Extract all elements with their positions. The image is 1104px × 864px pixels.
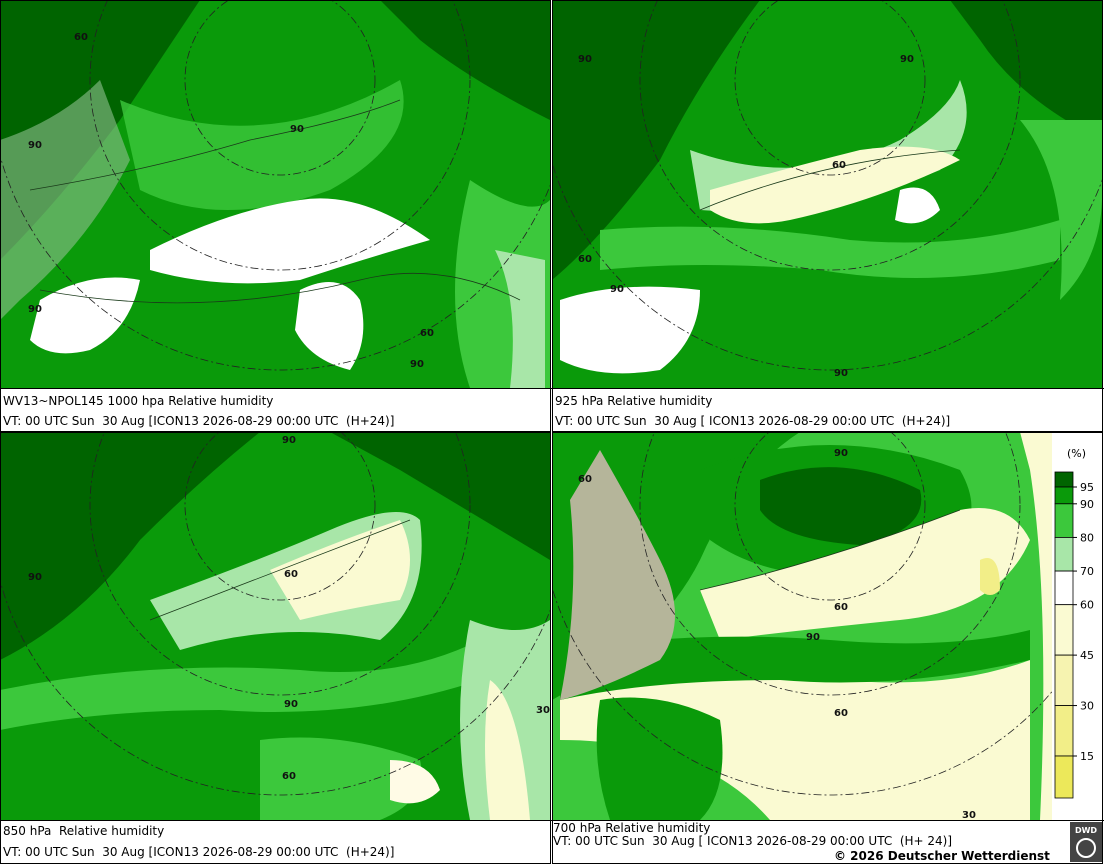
- contour-label: 60: [834, 602, 848, 613]
- contour-label: 60: [284, 569, 298, 580]
- legend-swatch: [1054, 654, 1074, 706]
- legend-tick-label: 45: [1080, 649, 1094, 662]
- map-panel: 90 60 90 60 60 30: [552, 432, 1052, 821]
- map-panel: 90 60 90 90 60 30: [0, 432, 550, 820]
- legend-tick-label: 90: [1080, 498, 1094, 511]
- legend-swatch: [1054, 570, 1074, 606]
- logo-icon: [1076, 838, 1096, 858]
- legend-tick-label: 15: [1080, 750, 1094, 763]
- legend-tick-label: 70: [1080, 565, 1094, 578]
- panel-valid: VT: 00 UTC Sun 30 Aug [ ICON13 2026-08-2…: [555, 414, 950, 428]
- footer: © 2026 Deutscher Wetterdienst: [834, 849, 1050, 863]
- legend-swatch: [1054, 486, 1074, 505]
- contour-label: 90: [284, 699, 298, 710]
- panel-title: WV13~NPOL145 1000 hpa Relative humidity: [3, 394, 273, 408]
- contour-label: 90: [578, 54, 592, 65]
- panel-title: 700 hPa Relative humidity: [553, 821, 710, 835]
- legend-unit: (%): [1067, 447, 1086, 460]
- contour-label: 90: [28, 140, 42, 151]
- contour-label: 30: [962, 810, 976, 821]
- legend-tick-label: 95: [1080, 481, 1094, 494]
- legend-swatch: [1054, 604, 1074, 656]
- panel-valid: VT: 00 UTC Sun 30 Aug [ICON13 2026-08-29…: [3, 845, 394, 859]
- contour-label: 90: [28, 572, 42, 583]
- contour-label: 90: [834, 448, 848, 459]
- legend-swatch: [1054, 705, 1074, 757]
- contour-label: 60: [282, 771, 296, 782]
- contour-label: 60: [834, 708, 848, 719]
- contour-label: 60: [578, 474, 592, 485]
- contour-label: 90: [834, 368, 848, 379]
- map-panel: 90 90 90 60 90 60: [0, 0, 550, 388]
- legend-swatch: [1054, 503, 1074, 538]
- contour-label: 60: [578, 254, 592, 265]
- panel-valid: VT: 00 UTC Sun 30 Aug [ICON13 2026-08-29…: [3, 414, 394, 428]
- logo-text: DWD: [1075, 826, 1097, 835]
- contour-label: 60: [832, 160, 846, 171]
- panel-title: 925 hPa Relative humidity: [555, 394, 712, 408]
- contour-label: 90: [806, 632, 820, 643]
- legend-tick-label: 30: [1080, 700, 1094, 713]
- contour-label: 90: [900, 54, 914, 65]
- legend-swatch: [1054, 537, 1074, 572]
- legend-tick-label: 80: [1080, 531, 1094, 544]
- legend-tick-label: 60: [1080, 599, 1094, 612]
- contour-label: 90: [610, 284, 624, 295]
- contour-label: 30: [536, 705, 550, 716]
- contour-label: 60: [74, 32, 88, 43]
- legend: 95 90 80 70 60 45 30 15: [1054, 471, 1094, 799]
- panel-valid: VT: 00 UTC Sun 30 Aug [ ICON13 2026-08-2…: [553, 834, 952, 848]
- contour-label: 90: [282, 435, 296, 446]
- contour-label: 90: [290, 124, 304, 135]
- legend-swatch: [1054, 471, 1074, 488]
- panel-title: 850 hPa Relative humidity: [3, 824, 164, 838]
- contour-label: 90: [410, 359, 424, 370]
- map-panel: 90 60 60 90 90 90: [552, 0, 1102, 388]
- contour-label: 60: [420, 328, 434, 339]
- logo: [1070, 822, 1102, 862]
- contour-label: 90: [28, 304, 42, 315]
- legend-swatch: [1054, 755, 1074, 799]
